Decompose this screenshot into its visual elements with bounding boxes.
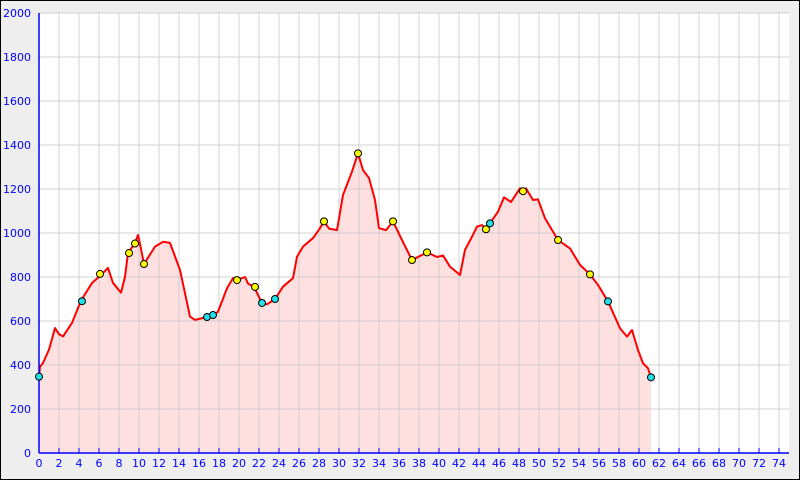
x-tick-label: 38 — [412, 457, 426, 470]
elevation-fill — [39, 153, 651, 454]
x-tick-label: 22 — [252, 457, 266, 470]
yellow-waypoint-marker — [586, 270, 594, 279]
y-tick-label: 1600 — [3, 95, 31, 108]
yellow-waypoint-marker — [140, 260, 148, 269]
yellow-waypoint-marker — [131, 239, 139, 248]
cyan-waypoint-marker — [647, 373, 655, 382]
yellow-waypoint-marker — [482, 225, 490, 234]
x-tick-label: 64 — [672, 457, 686, 470]
x-tick-label: 30 — [332, 457, 346, 470]
x-tick-label: 72 — [752, 457, 766, 470]
x-tick-label: 0 — [36, 457, 43, 470]
x-tick-label: 68 — [712, 457, 726, 470]
cyan-waypoint-marker — [78, 297, 86, 306]
x-tick-label: 52 — [552, 457, 566, 470]
yellow-waypoint-marker — [96, 269, 104, 278]
cyan-waypoint-marker — [486, 219, 494, 228]
yellow-waypoint-marker — [554, 236, 562, 245]
yellow-waypoint-marker — [125, 249, 133, 258]
yellow-waypoint-marker — [354, 149, 362, 158]
x-tick-label: 32 — [352, 457, 366, 470]
x-tick-label: 16 — [192, 457, 206, 470]
cyan-waypoint-marker — [209, 311, 217, 320]
y-tick-label: 800 — [10, 271, 31, 284]
y-tick-label: 1000 — [3, 227, 31, 240]
x-tick-label: 40 — [432, 457, 446, 470]
yellow-waypoint-marker — [251, 282, 259, 291]
x-tick-label: 70 — [732, 457, 746, 470]
y-tick-label: 200 — [10, 403, 31, 416]
y-tick-label: 400 — [10, 359, 31, 372]
cyan-waypoint-marker — [258, 298, 266, 307]
yellow-waypoint-marker — [320, 217, 328, 226]
x-tick-label: 6 — [96, 457, 103, 470]
x-tick-label: 8 — [116, 457, 123, 470]
x-tick-label: 14 — [172, 457, 186, 470]
x-tick-label: 24 — [272, 457, 286, 470]
x-tick-label: 4 — [76, 457, 83, 470]
x-tick-label: 12 — [152, 457, 166, 470]
x-tick-label: 60 — [632, 457, 646, 470]
cyan-waypoint-marker — [35, 372, 43, 381]
x-tick-label: 36 — [392, 457, 406, 470]
x-tick-label: 10 — [132, 457, 146, 470]
x-tick-label: 44 — [472, 457, 486, 470]
yellow-waypoint-marker — [423, 248, 431, 257]
x-tick-label: 20 — [232, 457, 246, 470]
y-tick-label: 1800 — [3, 51, 31, 64]
yellow-waypoint-marker — [519, 187, 527, 196]
x-tick-label: 58 — [612, 457, 626, 470]
x-tick-label: 2 — [56, 457, 63, 470]
yellow-waypoint-marker — [233, 276, 241, 285]
x-tick-label: 48 — [512, 457, 526, 470]
x-tick-label: 18 — [212, 457, 226, 470]
y-tick-label: 1400 — [3, 139, 31, 152]
y-tick-label: 1200 — [3, 183, 31, 196]
yellow-waypoint-marker — [408, 256, 416, 265]
x-tick-label: 42 — [452, 457, 466, 470]
y-tick-label: 2000 — [3, 7, 31, 20]
yellow-waypoint-marker — [389, 217, 397, 226]
x-tick-label: 46 — [492, 457, 506, 470]
x-tick-label: 74 — [772, 457, 786, 470]
x-tick-label: 26 — [292, 457, 306, 470]
x-tick-label: 66 — [692, 457, 706, 470]
cyan-waypoint-marker — [271, 295, 279, 303]
x-tick-label: 56 — [592, 457, 606, 470]
y-tick-label: 600 — [10, 315, 31, 328]
elevation-line — [38, 152, 652, 378]
cyan-waypoint-marker — [604, 297, 612, 306]
x-tick-label: 54 — [572, 457, 586, 470]
x-tick-label: 28 — [312, 457, 326, 470]
y-tick-label: 0 — [24, 447, 31, 460]
x-tick-label: 50 — [532, 457, 546, 470]
x-tick-label: 62 — [652, 457, 666, 470]
x-tick-label: 34 — [372, 457, 386, 470]
